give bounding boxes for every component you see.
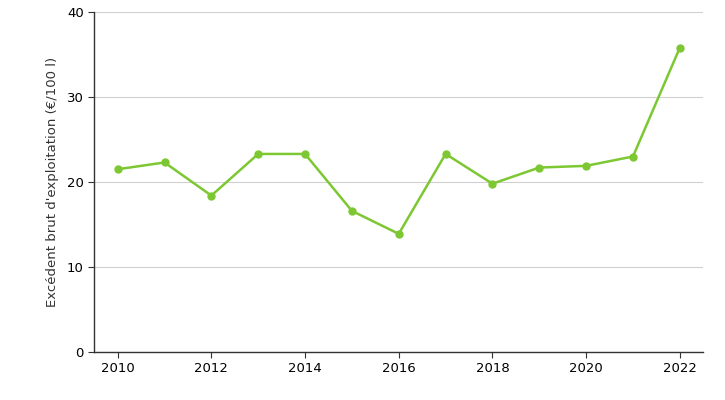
Y-axis label: Excédent brut d'exploitation (€/100 l): Excédent brut d'exploitation (€/100 l) [46, 57, 59, 307]
